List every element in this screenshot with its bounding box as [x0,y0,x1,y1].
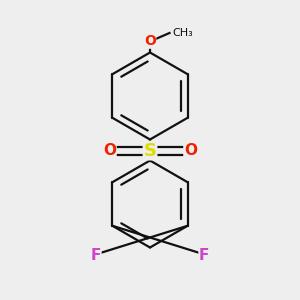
Text: CH₃: CH₃ [172,28,193,38]
Text: S: S [143,142,157,160]
Text: F: F [199,248,209,263]
Text: O: O [144,34,156,48]
Text: F: F [91,248,101,263]
Text: O: O [103,143,116,158]
Text: O: O [184,143,197,158]
